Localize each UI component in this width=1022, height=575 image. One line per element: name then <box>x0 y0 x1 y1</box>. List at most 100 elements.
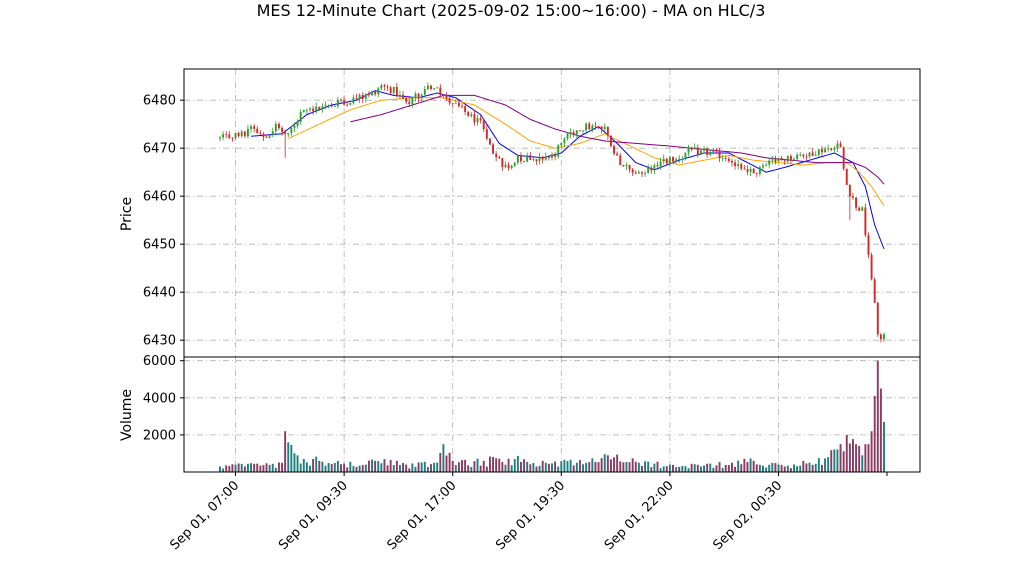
volume-bar <box>392 464 395 472</box>
volume-bar <box>684 466 687 472</box>
candle-body <box>879 334 882 340</box>
candle-body <box>613 146 616 154</box>
volume-bar <box>681 465 684 472</box>
candle-body <box>737 163 740 167</box>
candle-body <box>740 163 743 169</box>
candle-body <box>768 160 771 165</box>
candle-body <box>281 127 284 132</box>
volume-bar <box>746 462 749 472</box>
price-grid <box>184 69 920 357</box>
volume-bar <box>405 464 408 472</box>
volume-bar <box>613 457 616 472</box>
volume-bar <box>687 468 690 472</box>
volume-bar <box>768 464 771 472</box>
volume-bar <box>557 466 560 472</box>
x-tick-label: Sep 01, 19:30 <box>493 478 568 553</box>
candle-body <box>861 207 864 211</box>
volume-bar <box>842 451 845 472</box>
volume-bar <box>538 465 541 472</box>
candle-body <box>461 106 463 107</box>
volume-bar <box>789 468 792 472</box>
volume-bar <box>731 462 733 472</box>
volume-bar <box>358 465 361 472</box>
candle-body <box>374 91 377 95</box>
volume-bar <box>585 462 588 472</box>
candle-body <box>600 126 603 130</box>
volume-bar <box>231 464 234 472</box>
price-tick-label: 6450 <box>143 238 176 253</box>
candle-body <box>864 207 867 236</box>
volume-bar <box>609 459 612 472</box>
candle-body <box>271 131 274 136</box>
candle-body <box>243 131 246 137</box>
candle-body <box>551 154 553 158</box>
candle-body <box>426 85 429 90</box>
volume-bar <box>495 458 498 472</box>
volume-bar <box>554 461 557 472</box>
moving-average-ma_fast <box>250 90 885 250</box>
volume-bar <box>259 465 262 472</box>
volume-bar <box>305 462 308 472</box>
candle-body <box>420 94 423 99</box>
candle-body <box>439 87 442 95</box>
volume-bar <box>293 453 296 472</box>
volume-bar <box>237 463 240 472</box>
volume-bar <box>476 458 479 472</box>
volume-bar <box>510 465 513 472</box>
candle-body <box>377 88 380 95</box>
volume-bar <box>631 458 634 472</box>
volume-bar <box>628 462 631 472</box>
volume-bar <box>603 454 606 472</box>
volume-bar <box>302 458 305 472</box>
volume-bar <box>219 466 221 472</box>
volume-bar <box>765 467 768 472</box>
candle-body <box>228 134 231 139</box>
volume-bar <box>551 463 553 472</box>
volume-bar <box>563 459 566 472</box>
candle-body <box>544 156 547 160</box>
candle-body <box>333 106 336 107</box>
x-tick-label: Sep 01, 22:00 <box>602 478 677 553</box>
candle-body <box>817 149 820 155</box>
volume-bar <box>526 461 529 472</box>
volume-bar <box>734 466 737 472</box>
candle-body <box>606 126 609 136</box>
volume-bar <box>814 463 817 472</box>
candle-body <box>777 157 780 162</box>
volume-bar <box>827 457 830 472</box>
candle-body <box>535 159 538 162</box>
candle-body <box>771 159 774 161</box>
price-tick-label: 6460 <box>143 190 176 205</box>
candle-body <box>318 106 321 110</box>
candle-body <box>647 167 650 174</box>
volume-bar <box>340 464 342 472</box>
volume-bar <box>433 462 436 472</box>
candle-body <box>662 158 665 162</box>
candle-body <box>631 169 634 173</box>
candle-body <box>883 334 885 340</box>
volume-bar <box>513 459 516 472</box>
candle-body <box>703 148 705 151</box>
candle-body <box>622 165 625 167</box>
candle-body <box>619 155 622 166</box>
candle-body <box>578 130 581 132</box>
candle-body <box>225 134 228 135</box>
volume-bar <box>650 467 653 472</box>
x-tick-label: Sep 02, 00:30 <box>710 478 785 553</box>
volume-bar <box>461 460 463 472</box>
candle-body <box>256 128 259 134</box>
candle-body <box>793 159 795 161</box>
volume-bar <box>845 434 848 472</box>
volume-bar <box>430 464 432 472</box>
candle-body <box>678 159 681 161</box>
candle-body <box>867 235 870 255</box>
volume-bar <box>250 463 252 472</box>
volume-bar <box>848 443 851 472</box>
volume-bar <box>228 466 231 472</box>
price-tick-label: 6470 <box>143 142 176 157</box>
volume-bar <box>870 431 873 472</box>
candle-body <box>699 150 702 155</box>
volume-bar <box>389 460 392 472</box>
candle-body <box>464 106 467 112</box>
volume-bar <box>547 463 550 472</box>
